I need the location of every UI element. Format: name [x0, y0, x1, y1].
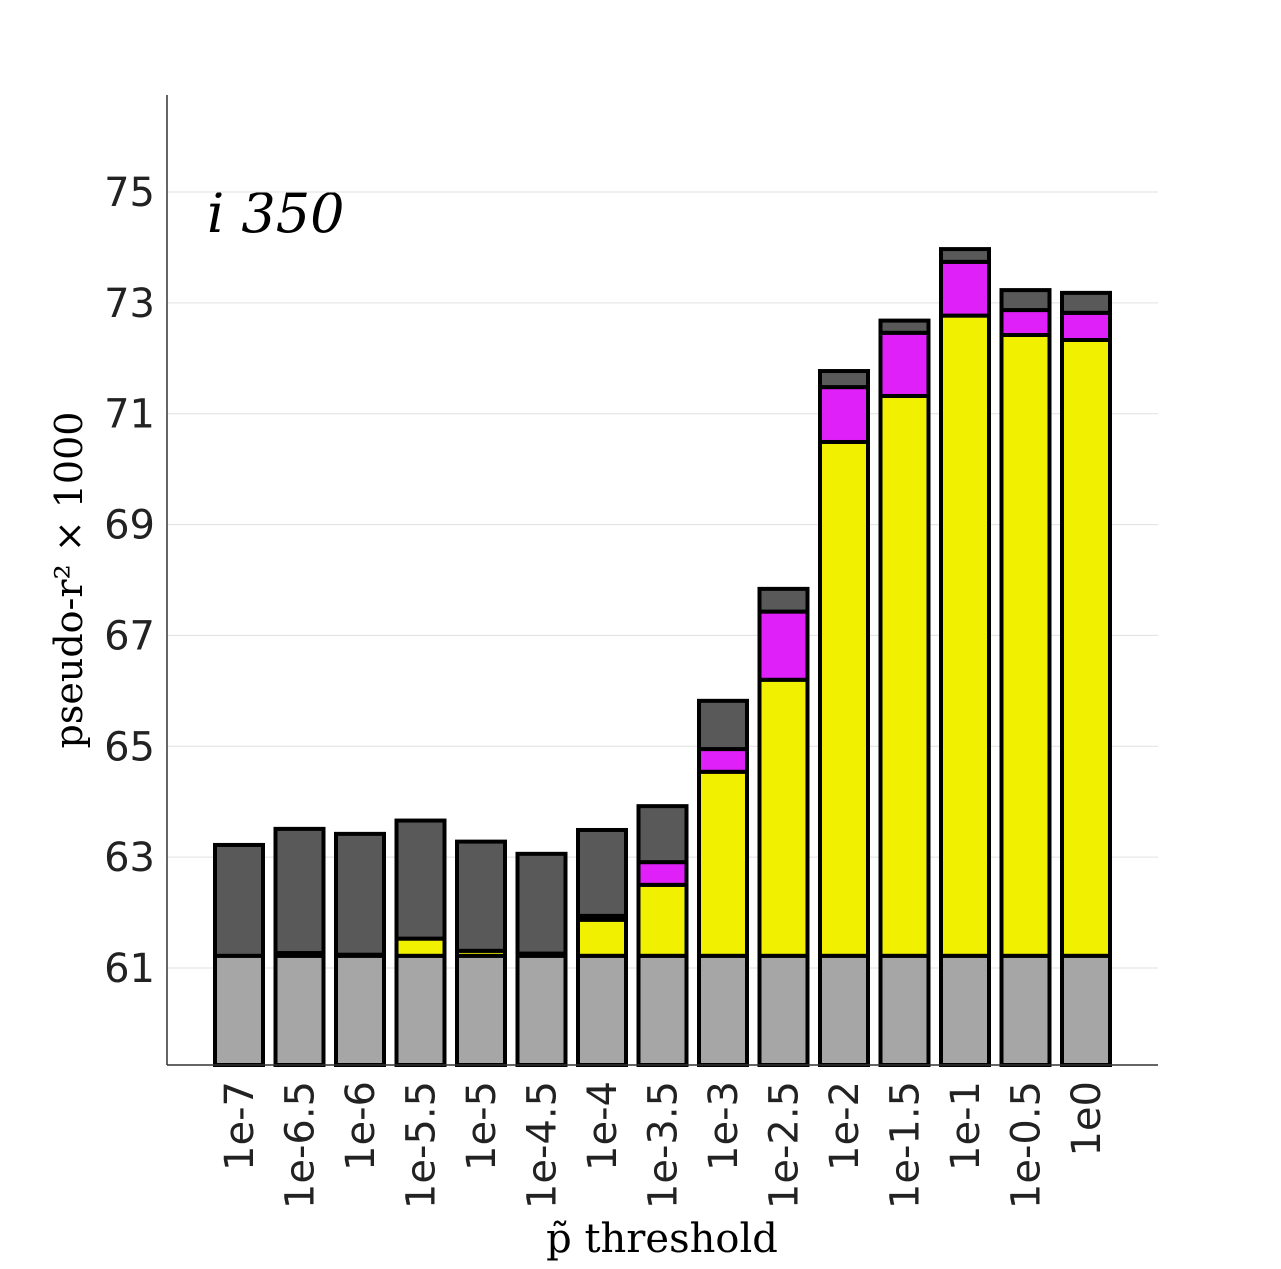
y-tick-label: 71 [104, 392, 155, 438]
x-tick-label: 1e-5.5 [399, 1081, 445, 1209]
bar-segment [636, 953, 689, 1068]
bar-segment [878, 318, 931, 335]
y-axis-label: pseudo-r² × 1000 [47, 412, 91, 749]
bar-segment [818, 369, 870, 390]
bar-segment [818, 953, 870, 1068]
bar-segment [999, 953, 1052, 1068]
x-tick-label: 1e-4.5 [520, 1081, 566, 1209]
y-tick-label: 69 [104, 503, 155, 549]
x-tick-label: 1e-0.5 [1004, 1081, 1050, 1209]
bar-segment [697, 698, 749, 752]
bar-segment [273, 953, 326, 1068]
x-tick-label: 1e-4 [580, 1081, 626, 1171]
bar-segment [939, 313, 991, 958]
bar-segment [334, 953, 386, 1068]
y-tick-label: 63 [104, 835, 155, 881]
bar-segment [757, 586, 810, 614]
bar-segment [515, 851, 568, 956]
y-tick-label: 67 [104, 613, 155, 659]
bar-segment [1060, 310, 1112, 342]
bar-segment [394, 818, 447, 941]
bar-segment [878, 393, 931, 958]
bar-segment [818, 385, 870, 444]
bar-segment [273, 826, 326, 956]
bar-segment [576, 953, 628, 1068]
bar-segment [1060, 337, 1112, 958]
y-tick-label: 61 [104, 946, 155, 992]
x-tick-label: 1e-3.5 [641, 1081, 687, 1209]
annotation: i 350 [207, 182, 345, 245]
bar-segment [1060, 290, 1112, 315]
bar-segment [939, 953, 991, 1068]
bar-segment [334, 831, 386, 957]
x-tick-label: 1e-3 [701, 1081, 747, 1171]
bar-segment [999, 288, 1052, 313]
bar-segment [757, 677, 810, 958]
y-tick-label: 65 [104, 724, 155, 770]
bar-segment [636, 882, 689, 958]
bar-segment [213, 842, 265, 958]
bar-segment [939, 247, 991, 264]
bar-segment [999, 333, 1052, 958]
bar-segment [697, 747, 749, 774]
y-tick-label: 75 [104, 170, 155, 216]
bar-segment [697, 769, 749, 958]
bar-segment [455, 839, 507, 953]
y-tick-label: 73 [104, 281, 155, 327]
x-tick-label: 1e-1 [943, 1081, 989, 1171]
bar-segment [878, 330, 931, 398]
x-tick-label: 1e-2 [822, 1081, 868, 1171]
bar-segment [455, 953, 507, 1068]
bar-segment [1060, 953, 1112, 1068]
bar-segment [515, 953, 568, 1068]
bar-segment [818, 439, 870, 958]
bar-segment [697, 953, 749, 1068]
bar-segment [757, 953, 810, 1068]
bar-segment [576, 827, 628, 918]
x-tick-label: 1e-1.5 [883, 1081, 929, 1209]
bar-segment [394, 936, 447, 958]
bar-segment [576, 917, 628, 958]
bar-segment [939, 259, 991, 318]
x-tick-label: 1e-6.5 [278, 1081, 324, 1209]
x-tick-label: 1e-7 [217, 1081, 263, 1171]
bar-segment [636, 804, 689, 865]
x-tick-label: 1e-6 [338, 1081, 384, 1171]
bar-segment [878, 953, 931, 1068]
bar-segment [636, 860, 689, 887]
x-tick-label: 1e-5 [459, 1081, 505, 1171]
bar-segment [757, 609, 810, 682]
x-axis-label: p̃ threshold [546, 1216, 778, 1262]
bar-segment [999, 308, 1052, 338]
bar-segment [213, 953, 265, 1068]
x-tick-label: 1e0 [1064, 1081, 1110, 1157]
bar-segment [394, 953, 447, 1068]
x-tick-label: 1e-2.5 [762, 1081, 808, 1209]
